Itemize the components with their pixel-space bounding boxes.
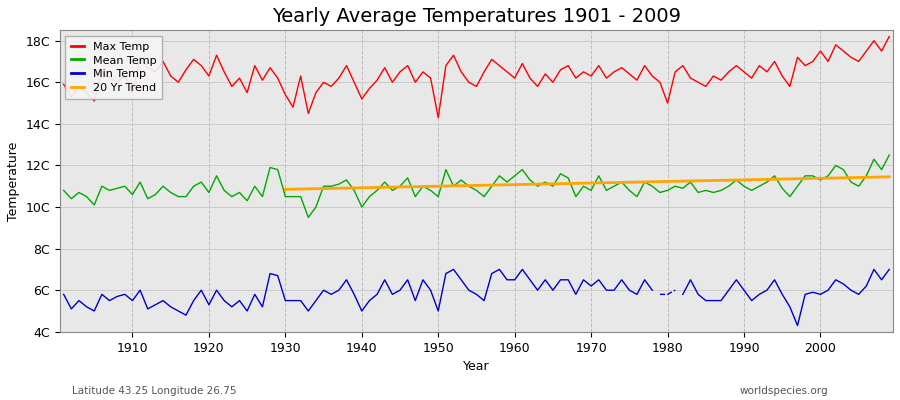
Title: Yearly Average Temperatures 1901 - 2009: Yearly Average Temperatures 1901 - 2009 [272, 7, 681, 26]
Y-axis label: Temperature: Temperature [7, 141, 20, 221]
Text: worldspecies.org: worldspecies.org [740, 386, 828, 396]
Legend: Max Temp, Mean Temp, Min Temp, 20 Yr Trend: Max Temp, Mean Temp, Min Temp, 20 Yr Tre… [66, 36, 162, 99]
X-axis label: Year: Year [464, 360, 490, 373]
Text: Latitude 43.25 Longitude 26.75: Latitude 43.25 Longitude 26.75 [72, 386, 237, 396]
